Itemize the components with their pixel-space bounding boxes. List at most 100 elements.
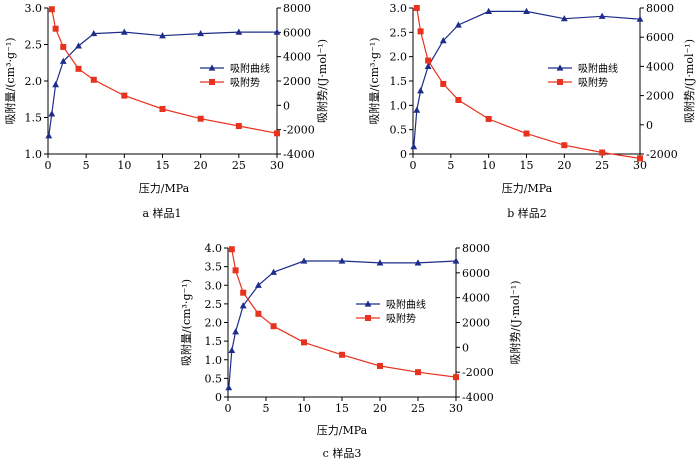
adsorption-point xyxy=(338,257,346,264)
right-tick-label: -2000 xyxy=(462,366,494,379)
potential-point xyxy=(523,130,530,137)
potential-point xyxy=(485,115,492,122)
left-y-axis-label: 吸附量/(cm³·g⁻¹) xyxy=(3,37,17,124)
right-tick-label: 2000 xyxy=(462,317,490,330)
chart-panel-3: 0 5 10 15 20 25 30 0 0.5 1.0 1.5 2.0 2.5 3.0 3.5 4.0 -40… xyxy=(179,242,522,460)
adsorption-point xyxy=(45,132,53,139)
legend-marker xyxy=(208,64,216,71)
x-tick-label: 10 xyxy=(482,159,496,172)
adsorption-point xyxy=(75,42,82,49)
x-tick-label: 0 xyxy=(45,159,52,172)
potential-point xyxy=(637,155,643,162)
x-tick-label: 0 xyxy=(410,159,417,172)
adsorption-point xyxy=(197,29,205,37)
left-tick-label: 0.5 xyxy=(205,372,223,385)
x-axis-label: 压力/MPa xyxy=(317,424,368,437)
adsorption-point xyxy=(52,81,60,88)
left-tick-label: 2.5 xyxy=(390,26,408,39)
adsorption-point xyxy=(598,12,606,19)
x-tick-label: 20 xyxy=(373,402,387,415)
right-tick-label: -4000 xyxy=(462,391,494,404)
left-tick-label: 0 xyxy=(400,148,407,161)
adsorption-point xyxy=(414,259,422,266)
chart-caption: b 样品2 xyxy=(507,206,547,220)
adsorption-point xyxy=(452,257,460,264)
x-tick-label: 5 xyxy=(83,159,90,172)
left-tick-label: 3.0 xyxy=(390,2,408,15)
left-tick-label: 3.0 xyxy=(205,279,223,292)
potential-point xyxy=(453,374,459,381)
potential-point xyxy=(413,5,420,11)
potential-point xyxy=(440,80,447,87)
adsorption-point xyxy=(239,302,247,309)
adsorption-point xyxy=(300,257,308,264)
potential-point xyxy=(377,362,383,369)
right-y-axis-label: 吸附势/(J·mol⁻¹) xyxy=(315,39,329,123)
adsorption-point xyxy=(417,87,424,94)
left-y-axis-label: 吸附量/(cm³·g⁻¹) xyxy=(367,37,381,124)
right-tick-label: 4000 xyxy=(462,292,490,305)
right-tick-label: 0 xyxy=(462,341,469,354)
adsorption-point xyxy=(455,21,462,28)
x-tick-label: 15 xyxy=(156,159,170,172)
legend-label: 吸附曲线 xyxy=(230,62,270,75)
right-y-axis-label: 吸附势/(J·mol⁻¹) xyxy=(508,281,522,365)
right-tick-label: -2000 xyxy=(646,148,678,161)
x-tick-label: 5 xyxy=(447,159,454,172)
left-tick-label: 1.0 xyxy=(25,148,43,161)
right-tick-label: 4000 xyxy=(646,60,674,73)
legend-label: 吸附势 xyxy=(230,76,260,89)
adsorption-point xyxy=(410,143,418,150)
left-tick-label: 1.0 xyxy=(390,99,408,112)
potential-point xyxy=(235,123,242,130)
adsorption-point xyxy=(235,28,243,35)
right-tick-label: 8000 xyxy=(283,2,311,15)
series-line-potential xyxy=(416,7,641,159)
x-tick-label: 25 xyxy=(232,159,246,172)
adsorption-point xyxy=(90,29,98,37)
potential-point xyxy=(425,57,432,64)
adsorption-point xyxy=(413,106,421,113)
potential-point xyxy=(121,92,128,99)
adsorption-point xyxy=(255,281,262,288)
potential-point xyxy=(339,351,345,358)
x-tick-label: 15 xyxy=(520,159,534,172)
left-tick-label: 0.5 xyxy=(390,124,408,137)
potential-point xyxy=(159,105,166,112)
legend-marker xyxy=(556,64,564,71)
right-tick-label: 0 xyxy=(646,119,653,132)
x-tick-label: 20 xyxy=(194,159,208,172)
x-tick-label: 25 xyxy=(595,159,609,172)
legend-label: 吸附曲线 xyxy=(578,62,618,75)
adsorption-point xyxy=(59,57,67,64)
x-tick-label: 25 xyxy=(411,402,425,415)
right-tick-label: -4000 xyxy=(283,148,315,161)
right-tick-label: 8000 xyxy=(462,242,490,255)
left-tick-label: 2.5 xyxy=(205,298,223,311)
left-y-axis-label: 吸附量/(cm³·g⁻¹) xyxy=(179,279,193,366)
left-tick-label: 2.0 xyxy=(390,51,408,64)
left-tick-label: 4.0 xyxy=(205,242,223,255)
potential-point xyxy=(52,25,59,32)
legend-label: 吸附势 xyxy=(386,312,416,325)
adsorption-point xyxy=(273,28,281,35)
potential-point xyxy=(228,246,235,253)
x-tick-label: 30 xyxy=(449,402,463,415)
right-tick-label: 6000 xyxy=(462,267,490,280)
left-tick-label: 1.5 xyxy=(25,112,43,125)
potential-point xyxy=(255,310,262,317)
x-tick-label: 30 xyxy=(633,159,647,172)
chart-caption: a 样品1 xyxy=(142,206,181,220)
x-tick-label: 5 xyxy=(263,402,270,415)
left-tick-label: 2.5 xyxy=(25,39,43,52)
adsorption-point xyxy=(159,32,166,39)
left-tick-label: 1.5 xyxy=(390,75,408,88)
potential-point xyxy=(274,130,280,137)
x-axis-label: 压力/MPa xyxy=(139,182,190,195)
legend-label: 吸附势 xyxy=(578,76,608,89)
adsorption-point xyxy=(424,62,432,69)
potential-point xyxy=(599,149,606,156)
potential-point xyxy=(90,76,97,83)
adsorption-point xyxy=(228,346,236,354)
